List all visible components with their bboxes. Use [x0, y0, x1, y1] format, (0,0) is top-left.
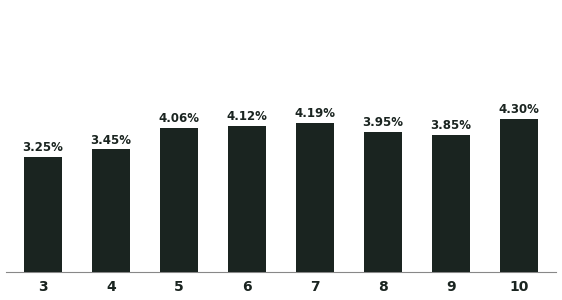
Bar	[500, 119, 538, 272]
Text: 3.45%: 3.45%	[90, 134, 132, 147]
Text: 3.25%: 3.25%	[22, 141, 64, 154]
Bar	[432, 135, 470, 272]
Bar	[296, 123, 334, 272]
Text: 4.30%: 4.30%	[498, 103, 540, 116]
Text: 4.12%: 4.12%	[226, 110, 268, 123]
Bar	[160, 128, 198, 272]
Text: 3.95%: 3.95%	[362, 116, 404, 129]
Text: 4.19%: 4.19%	[294, 107, 336, 120]
Bar	[364, 132, 402, 272]
Text: 3.85%: 3.85%	[430, 119, 472, 132]
Bar	[92, 149, 130, 272]
Text: 4.06%: 4.06%	[158, 112, 200, 125]
Bar	[24, 157, 62, 272]
Bar	[228, 126, 266, 272]
